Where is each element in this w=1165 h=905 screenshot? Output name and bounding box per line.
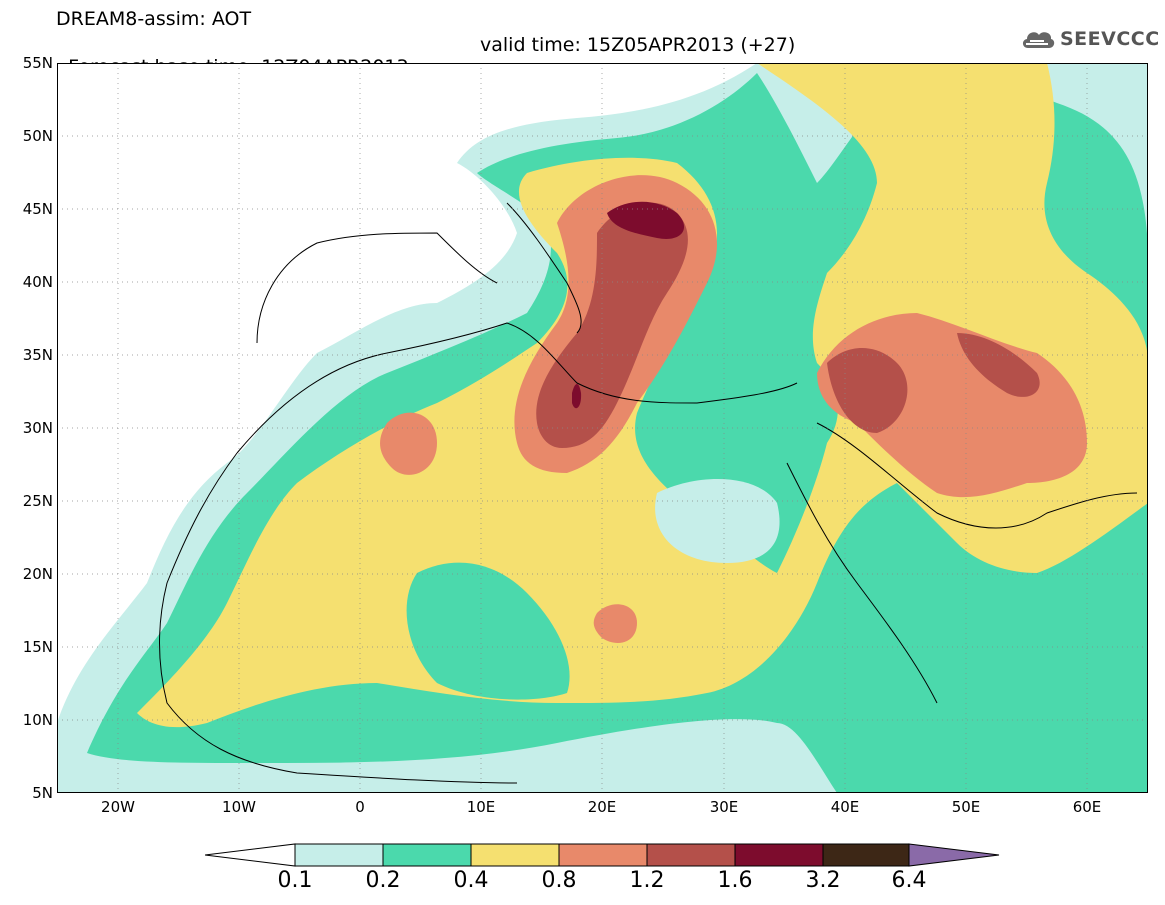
lon-label-50e: 50E — [951, 798, 981, 816]
aot-contour-field — [57, 63, 1148, 793]
colorbar-swatch-3.2 — [822, 843, 910, 867]
seevccc-logo: SEEVCCC — [1020, 24, 1159, 54]
lat-label-15n: 15N — [22, 638, 53, 656]
lon-label-20e: 20E — [587, 798, 617, 816]
colorbar-swatch-1.6 — [734, 843, 824, 867]
colorbar-swatch-0.4 — [470, 843, 560, 867]
colorbar-swatch-0.2 — [382, 843, 472, 867]
model-title: DREAM8-assim: AOT — [56, 8, 252, 30]
valid-time: valid time: 15Z05APR2013 (+27) — [480, 34, 796, 56]
colorbar — [205, 843, 1000, 867]
colorbar-label-1.2: 1.2 — [629, 868, 665, 893]
lat-label-40n: 40N — [22, 273, 53, 291]
coastline-iberia — [256, 232, 498, 344]
coastline-red-sea — [786, 462, 938, 704]
lon-label-10w: 10W — [222, 798, 256, 816]
aot-band-1.2-mideast — [827, 333, 1040, 433]
aot-band-1.6-balkans — [572, 201, 685, 409]
aot-patch-green-sahel — [406, 562, 570, 700]
colorbar-under-triangle — [205, 843, 296, 867]
colorbar-label-0.1: 0.1 — [277, 868, 313, 893]
lat-label-45n: 45N — [22, 200, 53, 218]
graticule — [57, 63, 1148, 793]
coastline-arabia — [816, 422, 1138, 529]
colorbar-swatch-0.1 — [294, 843, 384, 867]
colorbar-swatch-0.8 — [558, 843, 648, 867]
colorbar-over-triangle — [908, 843, 1000, 867]
aot-map — [57, 63, 1148, 793]
coastline-west-africa — [159, 452, 518, 784]
lat-label-20n: 20N — [22, 565, 53, 583]
aot-patch-0.8-chad — [593, 604, 637, 643]
lon-label-0: 0 — [355, 798, 365, 816]
lat-label-50n: 50N — [22, 127, 53, 145]
colorbar-label-3.2: 3.2 — [805, 868, 841, 893]
cloud-icon — [1022, 32, 1055, 48]
colorbar-label-0.4: 0.4 — [453, 868, 489, 893]
lon-label-20w: 20W — [101, 798, 135, 816]
lat-label-35n: 35N — [22, 346, 53, 364]
aot-patch-egypt — [655, 479, 780, 563]
colorbar-swatch-1.2 — [646, 843, 736, 867]
lat-label-30n: 30N — [22, 419, 53, 437]
lat-label-10n: 10N — [22, 711, 53, 729]
colorbar-label-6.4: 6.4 — [891, 868, 927, 893]
lat-label-55n: 55N — [22, 54, 53, 72]
colorbar-label-0.8: 0.8 — [541, 868, 577, 893]
logo-text: SEEVCCC — [1060, 28, 1160, 50]
lat-label-25n: 25N — [22, 492, 53, 510]
colorbar-label-0.2: 0.2 — [365, 868, 401, 893]
lat-label-5n: 5N — [32, 784, 53, 802]
lon-label-40e: 40E — [830, 798, 860, 816]
lon-label-60e: 60E — [1072, 798, 1102, 816]
lon-label-30e: 30E — [709, 798, 739, 816]
lon-label-10e: 10E — [466, 798, 496, 816]
coastline-north-africa — [236, 322, 798, 454]
aot-band-1.2-balkans — [536, 202, 688, 448]
colorbar-label-1.6: 1.6 — [717, 868, 753, 893]
coastline-italy — [506, 202, 582, 334]
